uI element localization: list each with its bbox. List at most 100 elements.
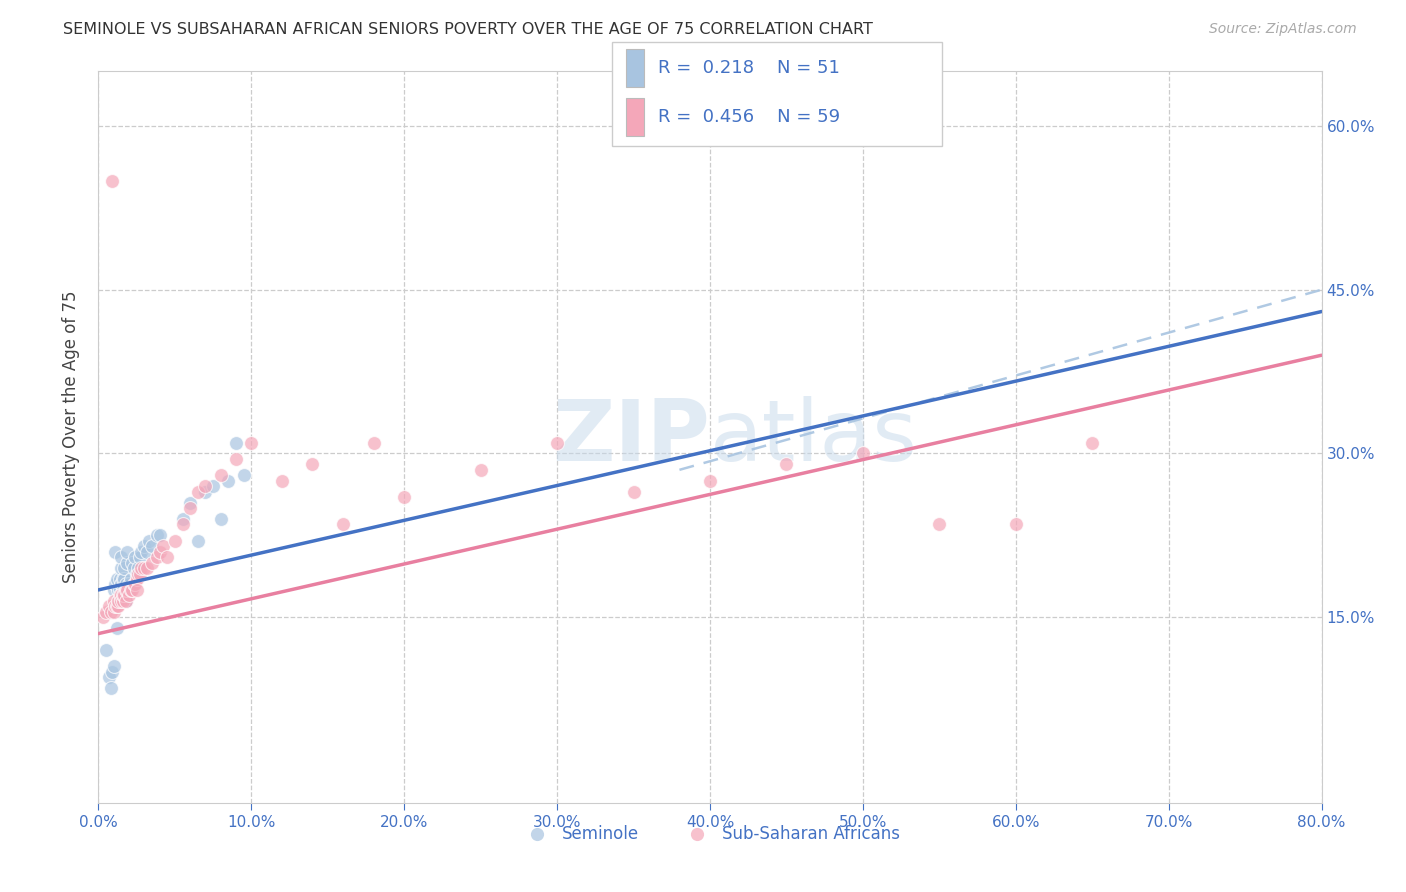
Point <box>98 599 121 614</box>
Point <box>100 681 122 695</box>
Point <box>127 566 149 581</box>
Point <box>149 545 172 559</box>
Point <box>392 490 416 504</box>
Point <box>110 550 132 565</box>
Point <box>112 588 135 602</box>
Point <box>1081 435 1104 450</box>
Point <box>363 435 385 450</box>
Text: ZIP: ZIP <box>553 395 710 479</box>
Point <box>110 577 132 591</box>
Point <box>111 594 134 608</box>
Point <box>149 528 172 542</box>
Point <box>546 435 568 450</box>
Point <box>111 588 134 602</box>
Point <box>94 643 117 657</box>
Point <box>115 577 138 591</box>
Point <box>209 512 232 526</box>
Point <box>118 588 141 602</box>
Point <box>125 582 148 597</box>
Point <box>107 582 129 597</box>
Point <box>111 572 134 586</box>
Point <box>623 484 645 499</box>
Point <box>115 594 138 608</box>
Point <box>136 545 159 559</box>
Point <box>225 435 247 450</box>
Point <box>115 582 138 597</box>
Point <box>115 594 138 608</box>
Y-axis label: Seniors Poverty Over the Age of 75: Seniors Poverty Over the Age of 75 <box>62 291 80 583</box>
Point <box>852 446 875 460</box>
Point <box>122 577 145 591</box>
Point <box>103 582 125 597</box>
Point <box>699 474 721 488</box>
Point <box>122 561 145 575</box>
Point <box>118 582 141 597</box>
Point <box>128 550 150 565</box>
Point <box>127 561 149 575</box>
Point <box>125 572 148 586</box>
Point <box>108 572 131 586</box>
Point <box>108 582 131 597</box>
Point <box>98 670 121 684</box>
Point <box>111 582 134 597</box>
Point <box>117 545 139 559</box>
Point <box>101 173 124 187</box>
Point <box>270 474 292 488</box>
Point <box>172 517 194 532</box>
Legend: Seminole, Sub-Saharan Africans: Seminole, Sub-Saharan Africans <box>513 818 907 849</box>
Point <box>117 556 139 570</box>
Point <box>101 665 124 679</box>
Point <box>134 539 156 553</box>
Point <box>209 468 232 483</box>
Text: R =  0.218    N = 51: R = 0.218 N = 51 <box>658 59 839 77</box>
Point <box>179 495 201 509</box>
Point <box>332 517 354 532</box>
Point <box>120 572 142 586</box>
Text: SEMINOLE VS SUBSAHARAN AFRICAN SENIORS POVERTY OVER THE AGE OF 75 CORRELATION CH: SEMINOLE VS SUBSAHARAN AFRICAN SENIORS P… <box>63 22 873 37</box>
Point <box>128 566 150 581</box>
Point <box>118 577 141 591</box>
Point <box>110 588 132 602</box>
Point <box>152 539 174 553</box>
Point <box>141 556 163 570</box>
Point <box>103 659 125 673</box>
Point <box>105 621 128 635</box>
Point <box>240 435 263 450</box>
Point <box>1004 517 1026 532</box>
Point <box>104 599 127 614</box>
Point <box>104 545 127 559</box>
Text: R =  0.456    N = 59: R = 0.456 N = 59 <box>658 108 841 126</box>
Point <box>194 484 217 499</box>
Point <box>110 594 132 608</box>
Point <box>145 528 167 542</box>
Point <box>172 512 194 526</box>
Point <box>775 458 797 472</box>
Point <box>225 451 247 466</box>
Point <box>124 550 146 565</box>
Text: atlas: atlas <box>710 395 918 479</box>
Point <box>134 561 156 575</box>
Point <box>100 605 122 619</box>
Point <box>187 533 209 548</box>
Point <box>108 588 131 602</box>
Point <box>125 566 148 581</box>
Point <box>112 572 135 586</box>
Point <box>121 556 143 570</box>
Point <box>217 474 239 488</box>
Point <box>107 594 129 608</box>
Point <box>94 605 117 619</box>
Point <box>121 582 143 597</box>
Point <box>111 582 134 597</box>
Point <box>103 605 125 619</box>
Point <box>117 582 139 597</box>
Point <box>124 577 146 591</box>
Point <box>107 599 129 614</box>
Point <box>232 468 254 483</box>
Point <box>470 463 492 477</box>
Point <box>105 599 128 614</box>
Point <box>112 561 135 575</box>
Point <box>138 533 160 548</box>
Point <box>120 582 142 597</box>
Point <box>129 561 152 575</box>
Point <box>110 561 132 575</box>
